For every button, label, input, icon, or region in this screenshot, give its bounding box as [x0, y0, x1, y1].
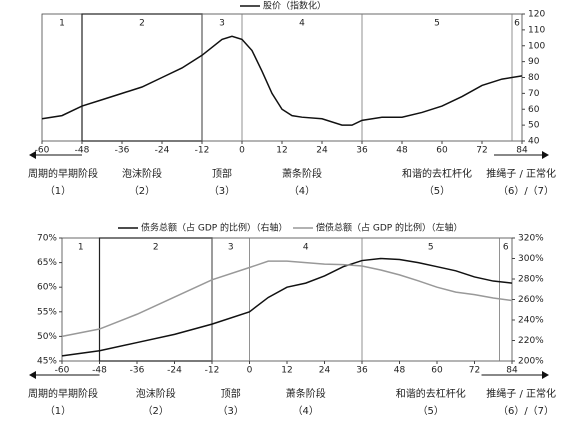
phase-name: 周期的早期阶段 — [28, 387, 98, 400]
x-tick-label: 72 — [476, 146, 487, 156]
series-line — [61, 257, 513, 357]
y-tick-label: 120 — [528, 10, 545, 20]
phase-tag: （3） — [218, 405, 244, 417]
phase-tag: （2） — [143, 405, 169, 417]
x-tick-label: 48 — [394, 366, 406, 376]
x-tick-label: 60 — [436, 146, 448, 156]
y-tick-label: 80 — [528, 73, 540, 83]
y2-tick-label: 280% — [518, 275, 544, 285]
legend-label: 债务总额（占 GDP 的比例）（右轴） — [141, 222, 288, 234]
phase-tag: （5） — [424, 185, 450, 197]
x-tick-label: 0 — [247, 366, 253, 376]
plot-frame — [61, 237, 513, 362]
phase-number: 5 — [434, 19, 440, 29]
series-line — [41, 35, 523, 126]
phase-tag: （3） — [209, 185, 235, 197]
phase-box — [98, 237, 213, 362]
phase-tag: （1） — [45, 185, 71, 197]
legend-label: 偿债总额（占 GDP 的比例）（左轴） — [316, 222, 463, 234]
phase-name: 萧条阶段 — [286, 387, 326, 400]
y2-tick-label: 240% — [518, 316, 544, 326]
y-tick-label: 65% — [37, 258, 57, 268]
x-tick-label: 84 — [506, 366, 518, 376]
phase-number: 1 — [78, 243, 84, 253]
phase-name: 顶部 — [221, 387, 241, 400]
y2-tick-label: 200% — [518, 357, 544, 367]
phase-name: 顶部 — [212, 167, 232, 180]
phase-name: 推绳子 / 正常化 — [486, 387, 556, 400]
phase-tag: （6）/（7） — [498, 185, 554, 197]
phase-name: 泡沫阶段 — [122, 167, 162, 180]
plot-frame — [41, 13, 523, 142]
phase-number: 2 — [139, 19, 145, 29]
phase-number: 6 — [514, 19, 520, 29]
x-tick-label: -36 — [115, 146, 130, 156]
y-tick-label: 70% — [37, 234, 57, 244]
phase-tag: （2） — [129, 185, 155, 197]
y-tick-label: 50% — [37, 332, 57, 342]
phase-tag: （1） — [45, 405, 71, 417]
phase-number: 4 — [303, 243, 309, 253]
y2-tick-label: 220% — [518, 336, 544, 346]
y-tick-label: 110 — [528, 25, 545, 35]
y-tick-label: 100 — [528, 41, 545, 51]
y2-tick-label: 260% — [518, 295, 544, 305]
x-tick-label: 12 — [281, 366, 292, 376]
phase-tag: （4） — [293, 405, 319, 417]
phase-number: 4 — [299, 19, 305, 29]
phase-name: 周期的早期阶段 — [28, 167, 98, 180]
y-tick-label: 40 — [528, 137, 540, 147]
y2-tick-label: 300% — [518, 254, 544, 264]
x-tick-label: 48 — [396, 146, 408, 156]
phase-number: 6 — [503, 243, 509, 253]
phase-name: 和谐的去杠杆化 — [402, 167, 472, 180]
x-tick-label: 0 — [239, 146, 245, 156]
y-tick-label: 90 — [528, 57, 540, 67]
x-tick-label: -24 — [155, 146, 170, 156]
phase-number: 5 — [428, 243, 434, 253]
phase-number: 3 — [228, 243, 234, 253]
phase-tag: （5） — [418, 405, 444, 417]
y-tick-label: 55% — [37, 307, 57, 317]
x-tick-label: -60 — [35, 146, 50, 156]
y2-tick-label: 320% — [518, 234, 544, 244]
series-line — [61, 260, 513, 338]
phase-name: 萧条阶段 — [282, 167, 322, 180]
x-tick-label: -12 — [205, 366, 220, 376]
x-tick-label: -60 — [55, 366, 70, 376]
x-tick-label: 12 — [276, 146, 287, 156]
x-tick-label: 36 — [356, 366, 368, 376]
phase-name: 推绳子 / 正常化 — [486, 167, 556, 180]
y-tick-label: 60% — [37, 283, 57, 293]
x-tick-label: -48 — [75, 146, 90, 156]
x-tick-label: 84 — [516, 146, 528, 156]
phase-box — [81, 13, 203, 142]
y-tick-label: 50 — [528, 121, 540, 131]
x-tick-label: 60 — [431, 366, 443, 376]
x-tick-label: -36 — [130, 366, 145, 376]
x-tick-label: 24 — [316, 146, 328, 156]
y-tick-label: 45% — [37, 357, 57, 367]
phase-name: 和谐的去杠杆化 — [396, 387, 466, 400]
x-tick-label: 24 — [319, 366, 331, 376]
phase-name: 泡沫阶段 — [136, 387, 176, 400]
x-tick-label: -48 — [92, 366, 107, 376]
phase-tag: （4） — [289, 185, 315, 197]
phase-tag: （6）/（7） — [498, 405, 554, 417]
x-tick-label: -24 — [167, 366, 182, 376]
y-tick-label: 70 — [528, 89, 540, 99]
x-tick-label: 36 — [356, 146, 368, 156]
x-tick-label: 72 — [469, 366, 480, 376]
legend-label: 股价（指数化） — [263, 0, 326, 12]
x-tick-label: -12 — [195, 146, 210, 156]
y-tick-label: 60 — [528, 105, 540, 115]
phase-number: 2 — [153, 243, 159, 253]
phase-number: 1 — [59, 19, 65, 29]
phase-number: 3 — [219, 19, 225, 29]
